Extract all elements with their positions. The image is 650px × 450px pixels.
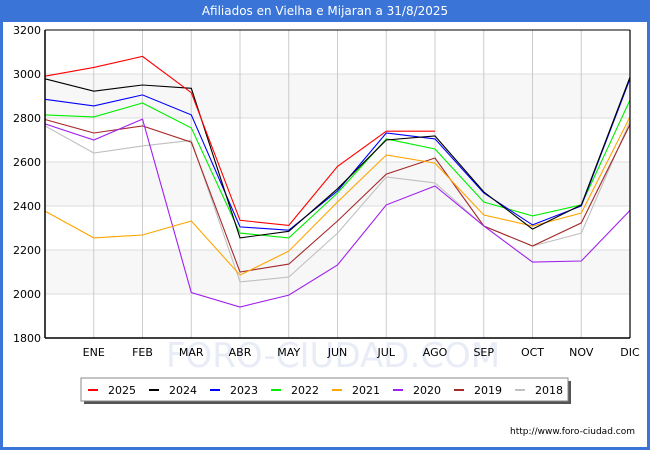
- legend: 2025 2024 2023 2022 2021 2020 2019 2018: [80, 377, 571, 404]
- footer-url[interactable]: http://www.foro-ciudad.com: [510, 427, 635, 437]
- x-tick-label: JUL: [377, 346, 396, 359]
- series-line-2023: [44, 78, 631, 231]
- x-tick-label: ENE: [83, 346, 105, 359]
- x-tick-label: AGO: [423, 346, 448, 359]
- series-line-2025: [44, 55, 435, 226]
- y-tick-label: 2600: [13, 156, 41, 169]
- series-line-2021: [44, 116, 631, 276]
- legend-label: 2021: [352, 384, 380, 397]
- x-tick-label: MAY: [277, 346, 300, 359]
- x-tick-label: NOV: [569, 346, 594, 359]
- x-axis-ticks: ENE FEB MAR ABR MAY JUN JUL AGO SEP OCT NOV DIC: [83, 346, 640, 359]
- x-tick-label: ABR: [229, 346, 252, 359]
- x-tick-label: MAR: [179, 346, 204, 359]
- line-chart: FORO-CIUDAD.COM 1800 2000 2200 2400 2600 2800…: [13, 24, 640, 404]
- legend-label: 2024: [169, 384, 197, 397]
- series-line-2022: [44, 99, 631, 239]
- series-lines: [44, 55, 631, 308]
- legend-label: 2022: [291, 384, 319, 397]
- y-tick-label: 1800: [13, 332, 41, 345]
- y-tick-label: 2200: [13, 244, 41, 257]
- chart-canvas: FORO-CIUDAD.COM 1800 2000 2200 2400 2600 2800…: [3, 22, 647, 447]
- series-line-2020: [44, 118, 631, 308]
- x-tick-label: OCT: [521, 346, 544, 359]
- y-tick-label: 3200: [13, 24, 41, 37]
- x-tick-label: FEB: [132, 346, 153, 359]
- legend-label: 2023: [230, 384, 258, 397]
- x-tick-label: DIC: [620, 346, 640, 359]
- legend-label: 2019: [474, 384, 502, 397]
- watermark: FORO-CIUDAD.COM: [166, 336, 500, 376]
- series-line-2019: [44, 118, 631, 273]
- y-tick-label: 2000: [13, 288, 41, 301]
- axes: [44, 29, 631, 339]
- legend-label: 2020: [413, 384, 441, 397]
- y-tick-label: 2400: [13, 200, 41, 213]
- legend-label: 2025: [108, 384, 136, 397]
- y-tick-label: 3000: [13, 68, 41, 81]
- series-line-2024: [44, 76, 631, 239]
- y-tick-label: 2800: [13, 112, 41, 125]
- x-tick-label: JUN: [327, 346, 348, 359]
- chart-title: Afiliados en Vielha e Mijaran a 31/8/202…: [0, 0, 650, 22]
- x-tick-label: SEP: [473, 346, 494, 359]
- y-axis-ticks: 1800 2000 2200 2400 2600 2800 3000 3200: [13, 24, 41, 345]
- legend-label: 2018: [535, 384, 563, 397]
- legend-box: [80, 377, 569, 402]
